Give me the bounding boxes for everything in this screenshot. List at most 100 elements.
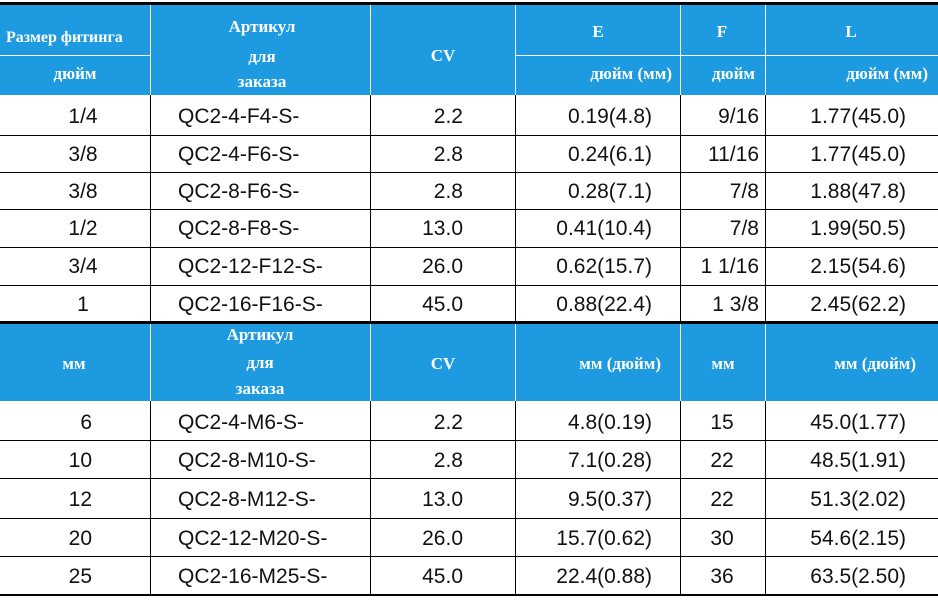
cell-size: 1 [77, 293, 89, 316]
cell-e: 7.1(0.28) [567, 449, 652, 472]
cell-f: 7/8 [729, 217, 759, 240]
cell-article: QC2-12-F12-S- [178, 255, 323, 278]
cell-size: 6 [80, 411, 92, 434]
col-divider [515, 95, 516, 321]
header-col-divider [765, 324, 766, 401]
header-f: F [716, 22, 728, 41]
header-col-divider [680, 5, 681, 95]
header-cv: CV [430, 46, 456, 65]
cell-article: QC2-8-M10-S- [178, 449, 316, 472]
header-col-divider [150, 324, 151, 401]
header-article-line2: для [246, 353, 274, 372]
cell-cv: 45.0 [422, 565, 463, 588]
cell-cv: 45.0 [422, 293, 463, 316]
cell-l: 1.77(45.0) [810, 143, 906, 166]
header-col-divider [680, 324, 681, 401]
header-l-unit: дюйм (мм) [846, 64, 928, 83]
header-cv: CV [430, 354, 456, 373]
header-f-unit: дюйм [712, 64, 755, 83]
cell-size: 25 [68, 565, 92, 588]
row-divider [0, 478, 938, 479]
row-divider [0, 556, 938, 557]
header-e-unit: дюйм (мм) [590, 64, 672, 83]
col-divider [370, 401, 371, 595]
cell-l: 63.5(2.50) [810, 565, 906, 588]
header-divider [0, 55, 150, 56]
cell-l: 48.5(1.91) [810, 449, 906, 472]
cell-cv: 26.0 [422, 255, 463, 278]
cell-f: 30 [710, 527, 734, 550]
header-divider [515, 55, 938, 56]
cell-cv: 2.8 [433, 180, 463, 203]
cell-e: 0.41(10.4) [556, 217, 652, 240]
cell-size: 10 [68, 449, 92, 472]
cell-f: 36 [710, 565, 734, 588]
cell-l: 2.15(54.6) [810, 255, 906, 278]
col-divider [150, 95, 151, 321]
cell-e: 22.4(0.88) [556, 565, 652, 588]
cell-cv: 2.8 [433, 449, 463, 472]
row-divider [0, 135, 938, 136]
cell-size: 1/4 [68, 105, 98, 128]
cell-f: 7/8 [729, 180, 759, 203]
cell-article: QC2-4-F4-S- [178, 105, 300, 128]
cell-cv: 2.2 [433, 105, 463, 128]
cell-e: 0.88(22.4) [556, 293, 652, 316]
row-divider [0, 285, 938, 286]
cell-l: 1.77(45.0) [810, 105, 906, 128]
cell-f: 11/16 [708, 143, 759, 166]
row-divider [0, 518, 938, 519]
header-fitting-size: Размер фитинга [6, 29, 123, 46]
inch-header-band [0, 5, 938, 95]
cell-l: 1.99(50.5) [810, 217, 906, 240]
cell-size: 1/2 [68, 217, 98, 240]
cell-size: 20 [68, 527, 92, 550]
row-divider [0, 209, 938, 210]
header-col-divider [150, 5, 151, 95]
cell-e: 9.5(0.37) [567, 488, 652, 511]
header-col-divider [370, 324, 371, 401]
col-divider [680, 95, 681, 321]
cell-e: 0.28(7.1) [567, 180, 652, 203]
header-l-unit: мм (дюйм) [834, 354, 916, 373]
cell-f: 22 [710, 488, 734, 511]
header-unit-mm: мм [62, 354, 86, 373]
cell-cv: 26.0 [422, 527, 463, 550]
cell-e: 0.62(15.7) [556, 255, 652, 278]
col-divider [765, 401, 766, 595]
mm-header-band [0, 324, 938, 401]
cell-f: 15 [710, 411, 734, 434]
cell-size: 3/8 [68, 143, 98, 166]
cell-article: QC2-16-M25-S- [178, 565, 328, 588]
header-col-divider [515, 324, 516, 401]
col-divider [150, 401, 151, 595]
header-e-unit: мм (дюйм) [579, 354, 661, 373]
cell-cv: 13.0 [422, 217, 463, 240]
header-unit-inch: дюйм [53, 64, 97, 83]
cell-l: 2.45(62.2) [810, 293, 906, 316]
col-divider [765, 95, 766, 321]
cell-cv: 2.2 [433, 411, 463, 434]
header-article-line1: Артикул [226, 325, 294, 344]
cell-article: QC2-4-F6-S- [178, 143, 300, 166]
cell-article: QC2-8-F6-S- [178, 180, 300, 203]
cell-e: 0.19(4.8) [567, 105, 652, 128]
cell-size: 3/8 [68, 180, 98, 203]
row-divider [0, 247, 938, 248]
cell-article: QC2-4-M6-S- [178, 411, 305, 434]
col-divider [515, 401, 516, 595]
cell-size: 12 [68, 488, 92, 511]
cell-f: 1 1/16 [700, 255, 759, 278]
cell-l: 51.3(2.02) [810, 488, 906, 511]
cell-cv: 13.0 [422, 488, 463, 511]
top-border [0, 2, 938, 5]
col-divider [680, 401, 681, 595]
bottom-border [0, 594, 938, 596]
row-divider [0, 440, 938, 441]
header-article-line3: заказа [235, 379, 285, 398]
cell-article: QC2-16-F16-S- [178, 293, 323, 316]
cell-e: 0.24(6.1) [567, 143, 652, 166]
cell-l: 54.6(2.15) [810, 527, 906, 550]
cell-f: 9/16 [718, 105, 759, 128]
cell-size: 3/4 [68, 255, 98, 278]
